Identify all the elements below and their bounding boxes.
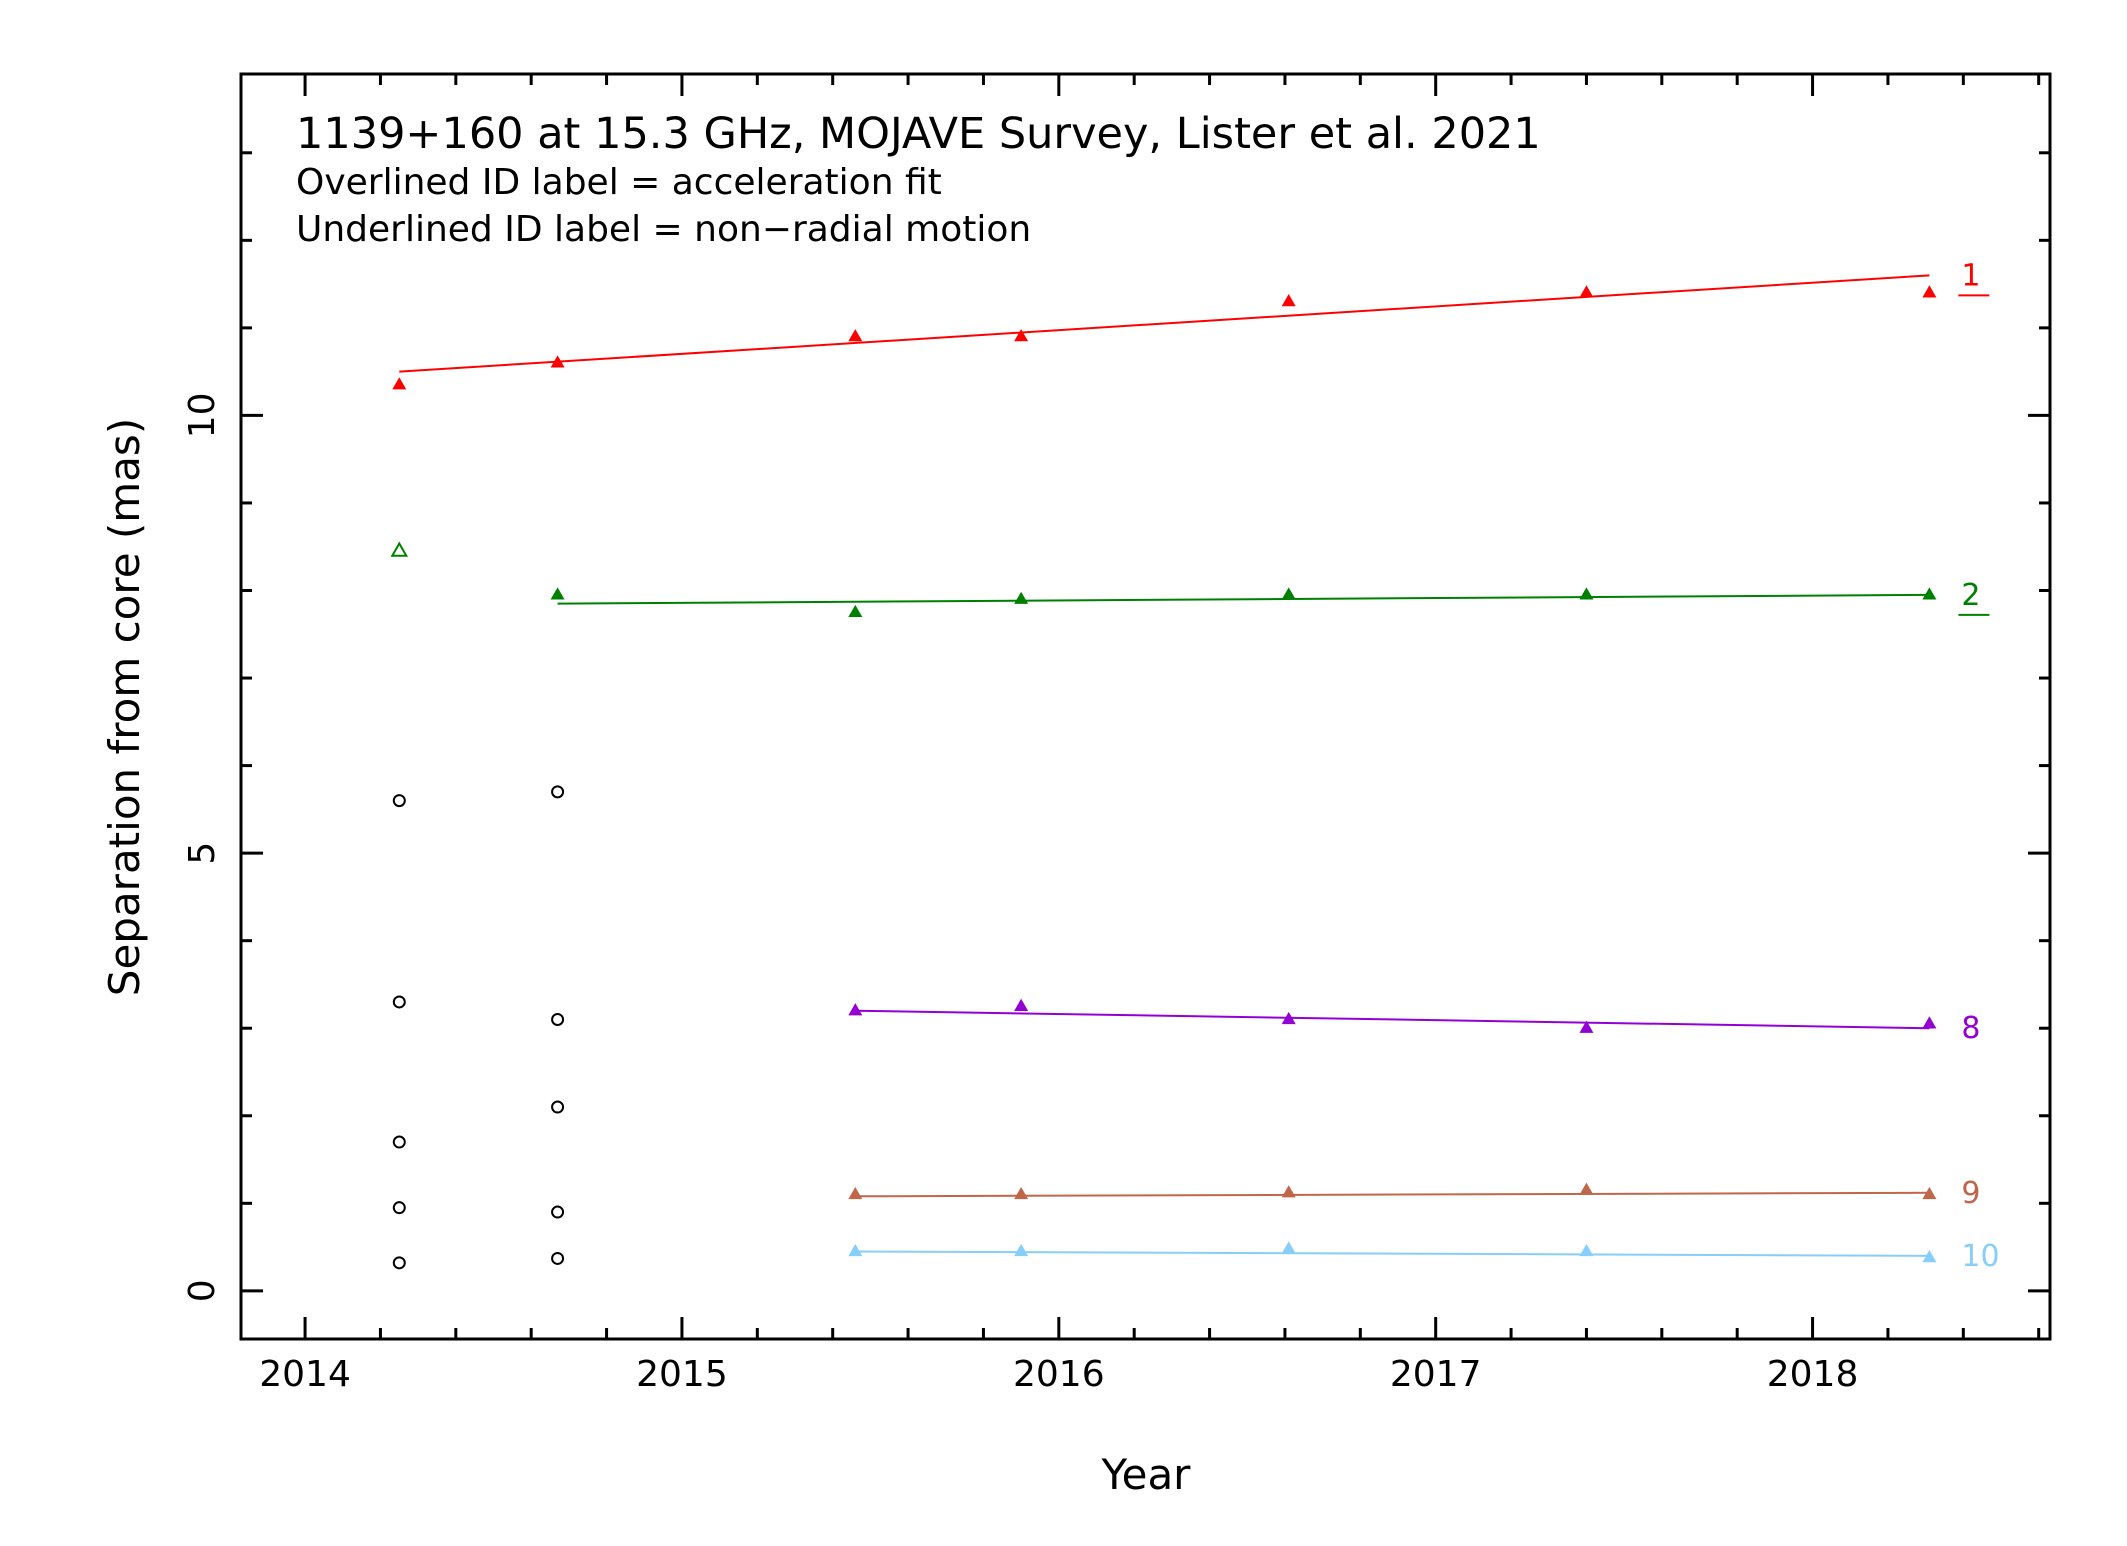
point-10 [1281, 1241, 1296, 1254]
fit-lines [399, 274, 1930, 1257]
point-2 [550, 587, 565, 600]
point-8 [1014, 998, 1029, 1011]
point-9 [1281, 1185, 1296, 1198]
point-8 [1281, 1011, 1296, 1025]
y-axis-label: Separation from core (mas) [100, 418, 149, 996]
fit-line-1 [399, 274, 1930, 373]
series-label-2: 2 [1961, 578, 1980, 613]
unidentified-point [551, 1012, 565, 1026]
point-2 [1579, 587, 1594, 600]
y-tick-label: 0 [182, 1279, 223, 1302]
point-1 [848, 329, 863, 342]
fit-line-8 [855, 1009, 1930, 1030]
point-1 [392, 377, 407, 390]
y-tick-label: 5 [182, 842, 223, 865]
y-tick-label: 10 [182, 393, 223, 439]
series-label-8: 8 [1961, 1011, 1980, 1046]
point-2 [848, 604, 863, 618]
point-2 [1281, 587, 1296, 600]
unidentified-point [551, 1205, 565, 1219]
chart-title: 1139+160 at 15.3 GHz, MOJAVE Survey, Lis… [296, 109, 1541, 159]
point-1 [1579, 285, 1594, 298]
unidentified-point [392, 794, 406, 808]
point-8 [1922, 1016, 1937, 1029]
point-8 [1579, 1020, 1594, 1033]
point-2 [1014, 591, 1029, 604]
axis-tick-labels: 2014 2015 2016 2017 2018 0 5 10 [182, 393, 1858, 1395]
fit-line-9 [855, 1191, 1930, 1198]
point-1 [1922, 285, 1937, 298]
point-9 [1579, 1182, 1594, 1195]
unidentified-point [392, 1256, 406, 1270]
point-9 [1922, 1187, 1937, 1200]
point-1 [1281, 294, 1296, 307]
series-labels: 1 2 8 9 10 [1958, 258, 2000, 1274]
point-9 [1014, 1187, 1029, 1200]
open-point-2 [390, 541, 409, 557]
point-10 [1922, 1250, 1937, 1263]
unidentified-point [392, 1201, 406, 1215]
unidentified-point [551, 1251, 565, 1265]
series-label-9: 9 [1961, 1176, 1980, 1211]
point-2 [1922, 587, 1937, 600]
note-non-radial: Underlined ID label = non−radial motion [296, 209, 1031, 250]
fit-line-2 [557, 593, 1930, 605]
x-axis-label: Year [1101, 1450, 1192, 1499]
point-10 [848, 1243, 863, 1257]
unidentified-point [392, 995, 406, 1009]
x-tick-label: 2015 [636, 1354, 728, 1395]
point-1 [1014, 329, 1029, 342]
x-tick-label: 2017 [1390, 1354, 1482, 1395]
point-8 [848, 1003, 863, 1016]
series-label-1: 1 [1961, 258, 1980, 293]
x-tick-label: 2014 [259, 1354, 351, 1395]
point-9 [848, 1187, 863, 1200]
data-points [390, 285, 1937, 1270]
note-acceleration: Overlined ID label = acceleration fit [296, 162, 942, 203]
unidentified-point [392, 1135, 406, 1149]
unidentified-point [551, 1100, 565, 1114]
unidentified-point [551, 785, 565, 799]
point-10 [1579, 1243, 1594, 1257]
x-tick-label: 2016 [1013, 1354, 1105, 1395]
axis-ticks [241, 74, 2050, 1339]
fit-line-10 [855, 1250, 1930, 1257]
point-1 [550, 355, 565, 368]
series-label-10: 10 [1961, 1239, 1999, 1274]
plot-frame [239, 72, 2052, 1341]
point-10 [1014, 1243, 1029, 1257]
x-tick-label: 2018 [1767, 1354, 1859, 1395]
